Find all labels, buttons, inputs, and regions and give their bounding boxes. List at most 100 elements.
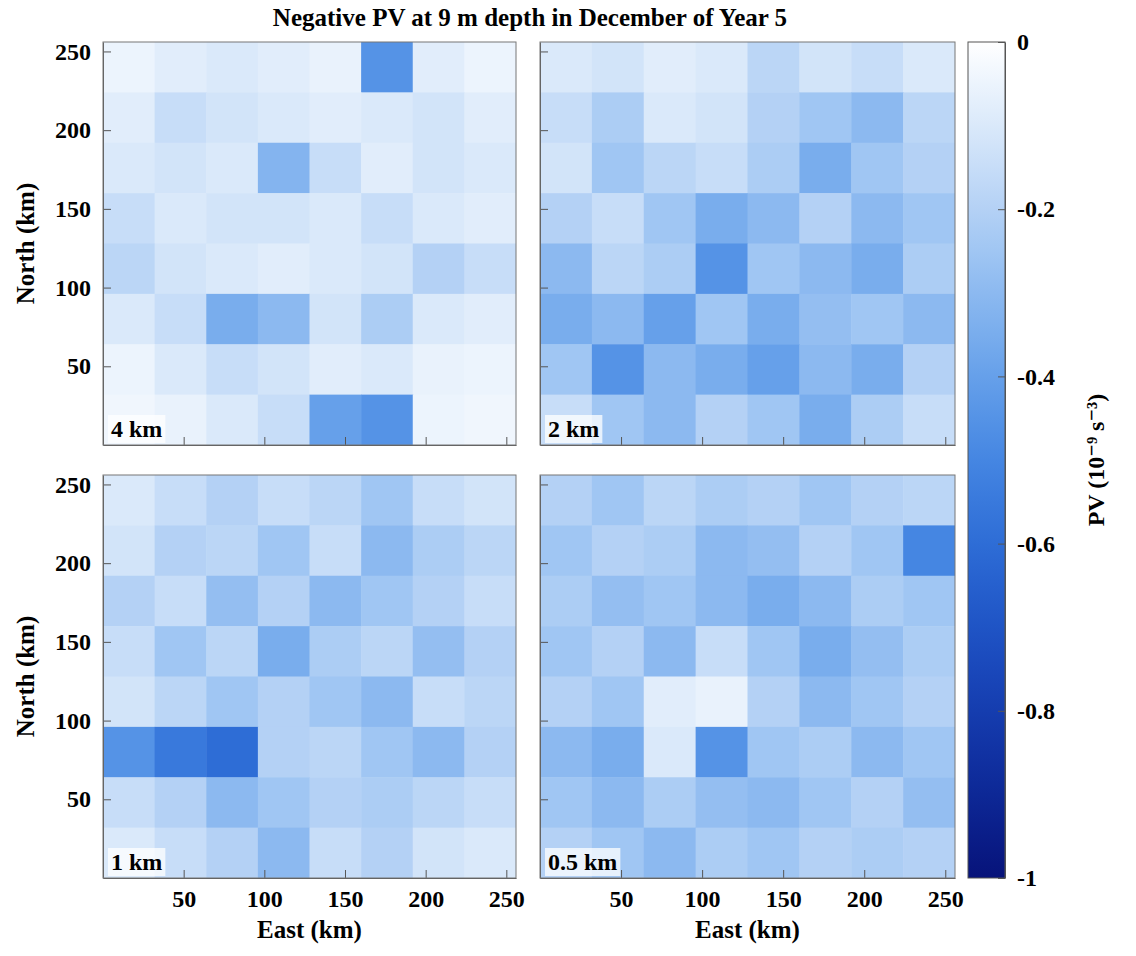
tick: 250 bbox=[928, 870, 964, 912]
cell bbox=[696, 576, 748, 627]
cell bbox=[851, 828, 903, 878]
tick: -0.2 bbox=[998, 196, 1055, 222]
tick-mark bbox=[945, 437, 946, 445]
cell bbox=[464, 525, 516, 576]
cell bbox=[310, 395, 362, 445]
cell bbox=[799, 727, 851, 778]
cell bbox=[748, 294, 800, 345]
tick-mark bbox=[264, 870, 265, 878]
cell bbox=[464, 92, 516, 143]
cell bbox=[592, 626, 644, 677]
cell bbox=[696, 475, 748, 526]
cell bbox=[413, 193, 465, 244]
label-patch bbox=[108, 848, 165, 876]
cell bbox=[258, 42, 310, 93]
cell bbox=[413, 294, 465, 345]
cell bbox=[258, 576, 310, 627]
cell bbox=[540, 193, 592, 244]
tick bbox=[264, 437, 265, 445]
cell bbox=[206, 475, 258, 526]
cell bbox=[903, 475, 955, 526]
cell bbox=[696, 395, 748, 445]
tick-mark bbox=[621, 870, 622, 878]
cell bbox=[361, 344, 413, 395]
x-axis: 50100150200250 bbox=[104, 870, 525, 912]
cell bbox=[540, 727, 592, 778]
tick bbox=[540, 642, 548, 643]
cell bbox=[592, 294, 644, 345]
cell bbox=[361, 777, 413, 828]
cell bbox=[258, 475, 310, 526]
cell bbox=[799, 626, 851, 677]
cell bbox=[592, 92, 644, 143]
tick-mark bbox=[702, 870, 703, 878]
cell bbox=[206, 42, 258, 93]
cell bbox=[799, 525, 851, 576]
tick-label: 50 bbox=[172, 886, 196, 912]
tick-mark bbox=[998, 42, 1005, 43]
cell bbox=[206, 193, 258, 244]
cell bbox=[206, 727, 258, 778]
cell bbox=[592, 525, 644, 576]
cell bbox=[258, 143, 310, 194]
panel-frame bbox=[540, 42, 955, 445]
cell bbox=[258, 344, 310, 395]
cell bbox=[413, 475, 465, 526]
cell bbox=[413, 727, 465, 778]
tick: 150 bbox=[327, 870, 363, 912]
cell bbox=[592, 475, 644, 526]
panel-frame bbox=[540, 475, 955, 878]
cell bbox=[155, 294, 207, 345]
panel-label: 1 km bbox=[111, 849, 162, 875]
tick-mark bbox=[998, 711, 1005, 712]
cell bbox=[592, 42, 644, 93]
cell bbox=[696, 727, 748, 778]
cell bbox=[903, 727, 955, 778]
tick: 50 bbox=[67, 786, 111, 812]
cell bbox=[310, 92, 362, 143]
cell bbox=[696, 344, 748, 395]
cell bbox=[644, 42, 696, 93]
cell bbox=[748, 727, 800, 778]
tick: 100 bbox=[247, 870, 283, 912]
cell bbox=[258, 395, 310, 445]
panel: 50100150200250501001502002501 km bbox=[55, 472, 525, 912]
tick-mark bbox=[103, 366, 111, 367]
y-axis bbox=[540, 43, 548, 446]
tick-label: 250 bbox=[55, 472, 91, 498]
cell bbox=[696, 777, 748, 828]
cell bbox=[851, 777, 903, 828]
tick: 200 bbox=[408, 870, 444, 912]
tick-mark bbox=[864, 870, 865, 878]
tick bbox=[540, 563, 548, 564]
cell bbox=[748, 42, 800, 93]
panel: 501001502002500.5 km bbox=[540, 475, 964, 912]
tick-mark bbox=[783, 437, 784, 445]
tick bbox=[426, 437, 427, 445]
cell bbox=[644, 294, 696, 345]
cell bbox=[361, 525, 413, 576]
label-patch bbox=[108, 415, 165, 443]
cell bbox=[464, 395, 516, 445]
tick-mark bbox=[103, 51, 111, 52]
cell bbox=[103, 677, 155, 728]
cell bbox=[464, 143, 516, 194]
cell bbox=[206, 395, 258, 445]
tick-label: 150 bbox=[55, 196, 91, 222]
cell bbox=[540, 677, 592, 728]
cell bbox=[644, 143, 696, 194]
tick-mark bbox=[184, 870, 185, 878]
cell bbox=[903, 395, 955, 445]
tick: 0 bbox=[998, 29, 1029, 55]
cell bbox=[206, 344, 258, 395]
cell bbox=[644, 777, 696, 828]
cell bbox=[361, 475, 413, 526]
cell bbox=[748, 344, 800, 395]
cell bbox=[851, 92, 903, 143]
cell bbox=[540, 92, 592, 143]
cell bbox=[644, 576, 696, 627]
cell bbox=[206, 777, 258, 828]
cell bbox=[748, 576, 800, 627]
tick-mark bbox=[945, 870, 946, 878]
tick-mark bbox=[998, 544, 1005, 545]
